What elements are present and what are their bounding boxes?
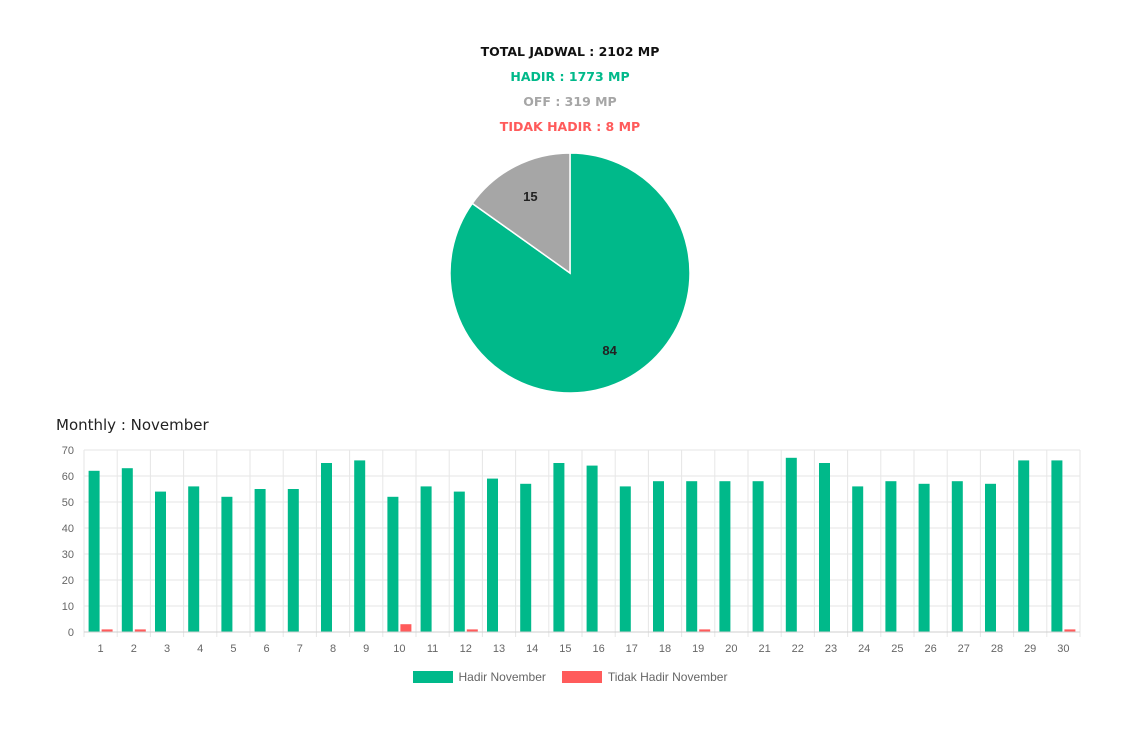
x-tick-label: 17 [626, 643, 638, 655]
x-tick-label: 25 [891, 643, 903, 655]
legend-label-hadir: Hadir November [458, 670, 546, 684]
bar-hadir[interactable] [121, 468, 133, 632]
bar-hadir[interactable] [453, 491, 465, 632]
y-tick-label: 60 [62, 471, 74, 483]
x-tick-label: 19 [692, 643, 704, 655]
off-label: OFF : 319 MP [523, 94, 617, 109]
bar-hadir[interactable] [819, 463, 830, 632]
y-tick-label: 30 [62, 549, 74, 561]
x-tick-label: 13 [493, 643, 505, 655]
bar-hadir[interactable] [951, 481, 963, 632]
bar-hadir[interactable] [586, 465, 598, 632]
bar-tidak-hadir[interactable] [134, 629, 146, 632]
x-tick-label: 18 [659, 643, 671, 655]
y-tick-label: 50 [62, 497, 74, 509]
bar-hadir[interactable] [321, 463, 332, 632]
x-tick-label: 2 [131, 643, 137, 655]
bar-hadir[interactable] [1051, 460, 1063, 632]
monthly-title: Monthly : November [56, 416, 209, 434]
attendance-pie-chart: 84 15 [449, 152, 691, 394]
x-tick-label: 14 [526, 643, 538, 655]
bar-hadir[interactable] [553, 463, 565, 632]
bar-tidak-hadir[interactable] [101, 629, 113, 632]
x-tick-label: 5 [230, 643, 236, 655]
x-tick-label: 7 [297, 643, 303, 655]
bar-hadir[interactable] [520, 483, 532, 632]
pie-data-label: 84 [602, 343, 617, 358]
bar-hadir[interactable] [885, 481, 897, 632]
bar-hadir[interactable] [852, 486, 864, 632]
legend-label-tidak-hadir: Tidak Hadir November [607, 670, 728, 684]
legend-item-hadir[interactable]: Hadir November [412, 670, 546, 684]
bar-tidak-hadir[interactable] [466, 629, 478, 632]
bar-hadir[interactable] [287, 489, 299, 632]
y-tick-label: 10 [62, 601, 74, 613]
legend-swatch-tidak-hadir [561, 671, 602, 683]
bar-hadir[interactable] [387, 496, 399, 632]
bar-hadir[interactable] [420, 486, 432, 632]
x-tick-label: 15 [559, 643, 571, 655]
bar-hadir[interactable] [686, 481, 698, 632]
bar-hadir[interactable] [487, 478, 498, 632]
bar-hadir[interactable] [155, 491, 166, 632]
bar-hadir[interactable] [918, 483, 930, 632]
x-tick-label: 11 [427, 643, 438, 655]
x-tick-label: 27 [958, 643, 970, 655]
y-tick-label: 20 [62, 575, 74, 587]
x-tick-label: 10 [393, 643, 405, 655]
total-jadwal-label: TOTAL JADWAL : 2102 MP [480, 44, 660, 59]
x-tick-label: 21 [758, 643, 770, 655]
legend-item-tidak-hadir[interactable]: Tidak Hadir November [561, 670, 728, 684]
x-tick-label: 26 [924, 643, 936, 655]
bar-hadir[interactable] [785, 457, 797, 632]
x-tick-label: 1 [98, 643, 104, 655]
bar-hadir[interactable] [188, 486, 200, 632]
x-tick-label: 12 [460, 643, 472, 655]
x-tick-label: 20 [725, 643, 737, 655]
x-tick-label: 30 [1057, 643, 1069, 655]
y-tick-label: 70 [62, 445, 74, 457]
bar-hadir[interactable] [221, 496, 233, 632]
x-tick-label: 4 [197, 643, 203, 655]
bar-hadir[interactable] [88, 470, 100, 632]
x-tick-label: 8 [330, 643, 336, 655]
bar-tidak-hadir[interactable] [699, 629, 711, 632]
x-tick-label: 23 [825, 643, 837, 655]
bar-hadir[interactable] [719, 481, 731, 632]
x-tick-label: 24 [858, 643, 870, 655]
x-tick-label: 28 [991, 643, 1003, 655]
hadir-label: HADIR : 1773 MP [510, 69, 630, 84]
x-tick-label: 3 [164, 643, 170, 655]
bar-tidak-hadir[interactable] [400, 624, 412, 632]
legend-swatch-hadir [412, 671, 453, 683]
bar-chart-legend: Hadir November Tidak Hadir November [0, 670, 1140, 684]
pie-data-label: 15 [523, 189, 537, 204]
bar-hadir[interactable] [752, 481, 764, 632]
bar-hadir[interactable] [619, 486, 631, 632]
y-tick-label: 0 [68, 627, 74, 639]
bar-hadir[interactable] [1018, 460, 1030, 632]
y-tick-label: 40 [62, 523, 74, 535]
bar-hadir[interactable] [653, 481, 664, 632]
pie-slice-off[interactable] [471, 152, 571, 275]
x-tick-label: 22 [792, 643, 804, 655]
bar-hadir[interactable] [354, 460, 366, 632]
bar-hadir[interactable] [985, 483, 996, 632]
tidak-hadir-label: TIDAK HADIR : 8 MP [499, 119, 641, 134]
x-tick-label: 6 [264, 643, 270, 655]
bar-hadir[interactable] [254, 489, 266, 632]
x-tick-label: 29 [1024, 643, 1036, 655]
x-tick-label: 16 [592, 643, 604, 655]
bar-tidak-hadir[interactable] [1064, 629, 1076, 632]
x-tick-label: 9 [363, 643, 369, 655]
